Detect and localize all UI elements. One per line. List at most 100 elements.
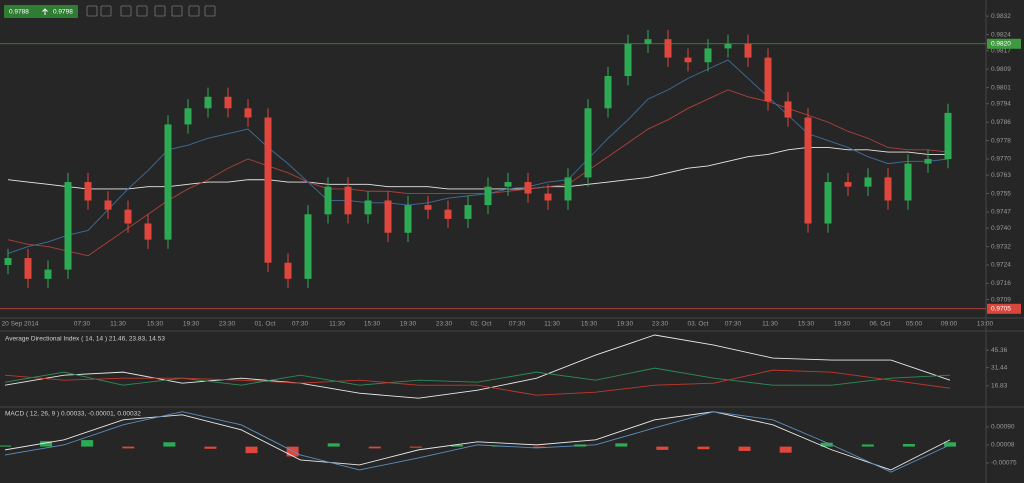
price-badge	[987, 38, 1021, 49]
y-tick-label: 0.9824	[991, 31, 1011, 38]
x-tick-label: 20 Sep 2014	[2, 321, 39, 328]
y-tick-label: 0.9809	[991, 66, 1011, 73]
x-tick-label: 05:00	[906, 321, 923, 328]
y-tick-label: 0.9732	[991, 243, 1011, 250]
histogram-bar	[122, 446, 135, 449]
candle-body	[484, 186, 492, 206]
x-tick-label: 02. Oct	[471, 321, 492, 328]
candle-body	[644, 39, 652, 44]
y-tick-label: 0.9778	[991, 137, 1011, 144]
candle-body	[744, 43, 752, 58]
candle-body	[444, 209, 452, 219]
adx-title: Average Directional Index ( 14, 14 ) 21.…	[5, 336, 165, 343]
macd-title: MACD ( 12, 26, 9 ) 0.00033, -0.00001, 0.…	[5, 411, 141, 418]
x-tick-label: 09:00	[941, 321, 958, 328]
candle-body	[144, 223, 152, 240]
chart-type-button[interactable]	[136, 5, 148, 17]
zoom-in-button[interactable]	[86, 5, 98, 17]
x-tick-label: 11:30	[110, 321, 126, 328]
histogram-bar	[163, 442, 176, 447]
candle-body	[304, 214, 312, 279]
period-button[interactable]	[120, 5, 132, 17]
x-tick-label: 15:30	[147, 321, 164, 328]
histogram-bar	[738, 446, 751, 451]
arrow-icon	[42, 8, 48, 15]
x-tick-label: 13:00	[977, 321, 994, 328]
histogram-bar	[533, 446, 546, 448]
candle-body	[124, 209, 132, 224]
candle-body	[844, 182, 852, 187]
y-tick-label: 0.9794	[991, 100, 1011, 107]
indicator-line	[4, 369, 951, 396]
candle-body	[944, 112, 952, 159]
price-badge-label: 0.9820	[991, 41, 1011, 48]
y-tick-label: 0.9740	[991, 225, 1011, 232]
histogram-bar	[656, 446, 669, 450]
x-tick-label: 19:30	[834, 321, 851, 328]
x-tick-label: 23:30	[436, 321, 453, 328]
fullscreen-button[interactable]	[204, 5, 216, 17]
candle-body	[44, 269, 52, 279]
x-tick-label: 23:30	[652, 321, 669, 328]
x-tick-label: 06. Oct	[870, 321, 891, 328]
histogram-bar	[779, 446, 792, 453]
histogram-bar	[615, 443, 628, 447]
candle-body	[244, 108, 252, 118]
draw-button[interactable]	[171, 5, 183, 17]
x-tick-label: 15:30	[364, 321, 381, 328]
x-tick-label: 07:30	[292, 321, 309, 328]
x-tick-label: 11:30	[762, 321, 778, 328]
candle-body	[224, 96, 232, 109]
candle-body	[724, 43, 732, 49]
candle-body	[824, 182, 832, 224]
candle-body	[924, 159, 932, 164]
candle-body	[544, 193, 552, 201]
y-tick-label: 0.9817	[991, 47, 1011, 54]
candle-body	[4, 258, 12, 265]
candle-body	[204, 96, 212, 109]
indicator-line	[4, 367, 951, 386]
zoom-out-button[interactable]	[100, 5, 112, 17]
histogram-bar	[944, 442, 956, 447]
histogram-bar	[409, 446, 422, 448]
toolbar: 0.9788 0.9798	[4, 5, 216, 18]
candle-body	[764, 57, 772, 102]
candle-body	[584, 108, 592, 178]
x-tick-label: 15:30	[798, 321, 815, 328]
histogram-bar	[245, 446, 258, 454]
histogram-bar	[368, 446, 381, 449]
y-tick-label: 0.9832	[991, 13, 1011, 20]
x-tick-label: 07:30	[509, 321, 526, 328]
quote-box[interactable]	[4, 5, 78, 18]
candle-body	[524, 182, 532, 194]
price-badge-label: 0.9705	[991, 306, 1011, 313]
candle-body	[264, 117, 272, 263]
ask-price: 0.9798	[53, 9, 73, 16]
candle-body	[684, 57, 692, 63]
y-tick-label: 0.9786	[991, 119, 1011, 126]
x-tick-label: 07:30	[725, 321, 742, 328]
y-tick-label: 0.00008	[991, 442, 1015, 449]
candle-body	[804, 117, 812, 224]
histogram-bar	[697, 446, 710, 450]
histogram-bar	[81, 440, 94, 447]
candle-body	[104, 200, 112, 210]
y-tick-label: 0.9770	[991, 156, 1011, 163]
candle-body	[324, 186, 332, 215]
candle-body	[504, 182, 512, 187]
y-tick-label: 0.9709	[991, 296, 1011, 303]
candle-body	[424, 205, 432, 210]
y-tick-label: 0.9801	[991, 84, 1011, 91]
settings-button[interactable]	[188, 5, 200, 17]
histogram-bar	[450, 444, 463, 447]
x-tick-label: 11:30	[544, 321, 560, 328]
indicator-button[interactable]	[154, 5, 166, 17]
candle-body	[404, 205, 412, 233]
y-tick-label: 0.9747	[991, 209, 1011, 216]
y-tick-label: -0.00075	[991, 460, 1017, 467]
histogram-bar	[204, 446, 217, 449]
y-tick-label: 0.00090	[991, 424, 1015, 431]
x-tick-label: 15:30	[581, 321, 598, 328]
x-tick-label: 19:30	[183, 321, 200, 328]
